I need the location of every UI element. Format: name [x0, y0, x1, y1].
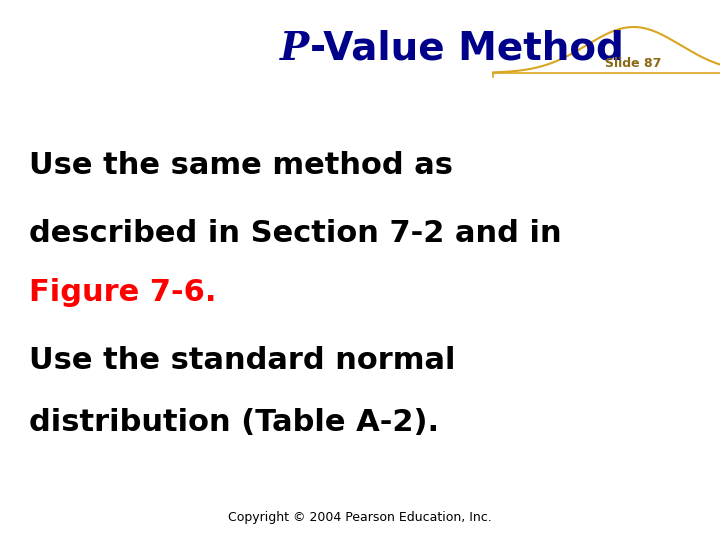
Text: Use the standard normal: Use the standard normal	[29, 346, 455, 375]
Text: distribution (Table A-2).: distribution (Table A-2).	[29, 408, 439, 437]
Text: Figure 7-6.: Figure 7-6.	[29, 278, 216, 307]
Text: Use the same method as: Use the same method as	[29, 151, 453, 180]
Text: Slide 87: Slide 87	[606, 57, 662, 70]
Text: described in Section 7-2 and in: described in Section 7-2 and in	[29, 219, 562, 248]
Text: Copyright © 2004 Pearson Education, Inc.: Copyright © 2004 Pearson Education, Inc.	[228, 511, 492, 524]
Text: -Value Method: -Value Method	[310, 30, 624, 68]
Text: P: P	[280, 30, 310, 68]
